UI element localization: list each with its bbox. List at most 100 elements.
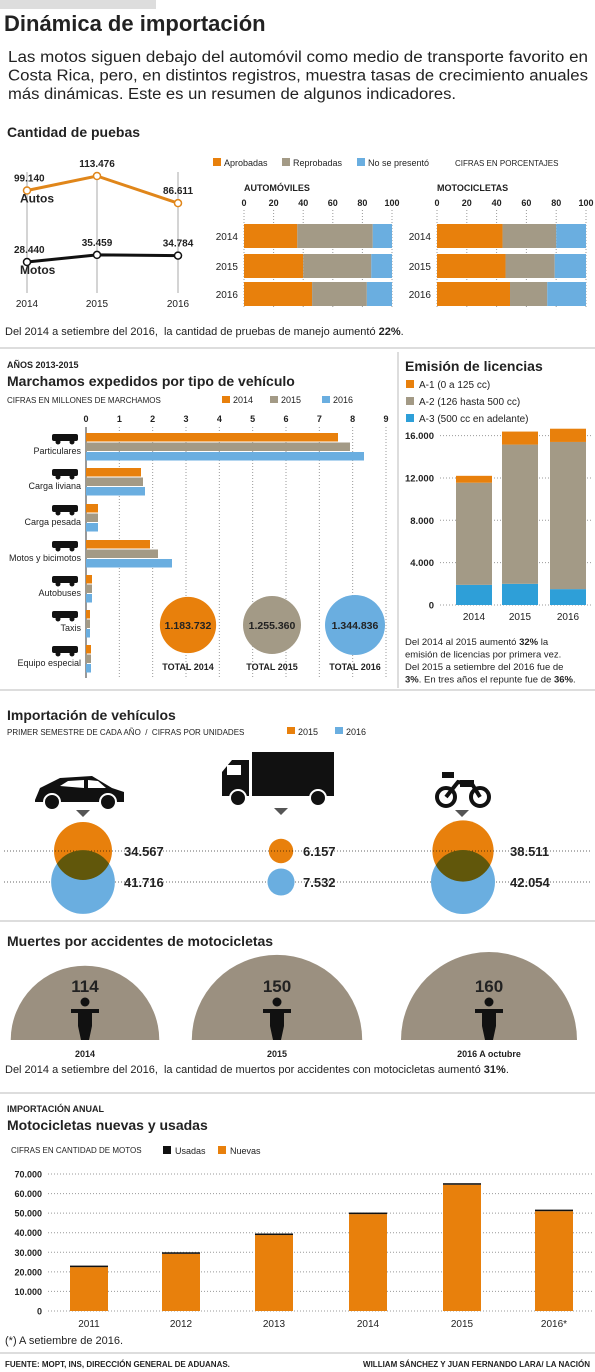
x-label: 2014 [463,612,486,623]
icon-part [263,1009,291,1040]
value-label: 35.459 [82,238,113,249]
icon-part [475,1009,503,1040]
bar [86,610,90,619]
bar-segment [312,282,367,306]
note-part: Del 2014 a setiembre del 2016, la cantid… [5,326,379,338]
icon-part [55,581,61,587]
supertitle: IMPORTACIÓN ANUAL [7,1103,104,1114]
bar-segment [297,224,373,248]
note-part: . [573,675,576,686]
value-label: 114 [71,977,99,996]
bar-segment [366,282,392,306]
bar [86,654,91,663]
point [173,198,183,208]
vehicle-icon [52,611,78,622]
bar-segment [437,254,506,278]
section-title: Muertes por accidentes de motocicletas [7,933,273,949]
legend-swatch [406,414,414,422]
x-tick-label: 8 [350,414,355,424]
legend-swatch [213,158,221,166]
x-tick-label: 100 [578,198,593,208]
note-part: 36% [554,675,574,686]
bar [86,549,158,558]
series-label: Autos [20,191,54,205]
icon-part [52,505,78,512]
x-tick-label: 5 [250,414,255,424]
x-tick-label: 6 [283,414,288,424]
y-label: Particulares [33,446,81,456]
bar-segment [437,282,511,306]
y-label: Carga liviana [28,481,81,491]
subtitle: PRIMER SEMESTRE DE CADA AÑO / CIFRAS POR… [7,728,244,737]
x-tick-label: 40 [298,198,308,208]
note-part: emisión de licencias por primera vez. [405,650,561,661]
legend-swatch [357,158,365,166]
section-title: Emisión de licencias [405,358,543,374]
legend-swatch [270,396,278,403]
legend-label: 2016 [346,727,366,737]
x-label: 2015 [86,299,109,310]
legend-label: 2016 [333,395,353,405]
legend-label: A-1 (0 a 125 cc) [419,380,490,391]
x-tick-label: 60 [328,198,338,208]
legend-swatch [322,396,330,403]
x-tick-label: 1 [117,414,122,424]
bar [86,487,145,496]
y-tick-label: 30.000 [14,1248,42,1258]
legend-label: Nuevas [230,1146,261,1156]
x-label: 2015 [451,1319,474,1330]
icon-part [71,1009,99,1040]
total-value: 1.255.360 [249,620,296,632]
x-label: 2011 [78,1319,100,1330]
y-label: Carga pesada [24,517,81,527]
bar-segment [510,282,548,306]
value-label: 38.511 [510,844,549,859]
note: Del 2014 al 2015 aumentó 32% la [405,637,549,648]
icon-part [272,997,282,1007]
bar [86,442,350,451]
legend-label: 2014 [233,395,253,405]
x-tick-label: 60 [521,198,531,208]
legend-swatch [163,1146,171,1154]
bar [86,594,92,603]
bar [86,452,364,461]
bar [86,513,98,522]
note-part: 22% [379,326,401,338]
icon-part [80,997,90,1007]
legend-swatch [222,396,230,403]
value-label: 6.157 [303,844,336,859]
note-part: 31% [484,1064,506,1076]
legend-label: Reprobadas [293,158,343,168]
icon-part [55,439,61,445]
x-tick-label: 40 [492,198,502,208]
x-label: 2016 [557,612,580,623]
bar-segment [456,482,492,585]
x-tick-label: 20 [462,198,472,208]
icon-part [52,611,78,618]
note-part: la [538,637,549,648]
bar-segment [502,431,538,445]
icon-part [55,616,61,622]
bar-segment [456,584,492,605]
vehicle-icon [52,646,78,657]
bar [86,664,91,673]
total-bubble [243,596,301,654]
bubble [268,838,294,864]
legend-label: Aprobadas [224,158,268,168]
bar-segment [244,282,313,306]
section-title: Marchamos expedidos por tipo de vehículo [7,373,295,389]
note: 3%. En tres años el repunte fue de 36%. [405,675,576,686]
dome [191,954,363,1040]
bar [86,575,92,584]
total-label: TOTAL 2016 [329,662,381,672]
y-tick-label: 4.000 [410,558,434,569]
point [92,250,102,260]
y-tick-label: 50.000 [14,1209,42,1219]
bar-segment [535,1211,573,1311]
legend-label: 2015 [281,395,301,405]
icon-part [55,510,61,516]
truck-icon [222,752,334,807]
bar-segment [349,1214,387,1311]
icon-part [52,646,78,653]
icon-part [55,474,61,480]
